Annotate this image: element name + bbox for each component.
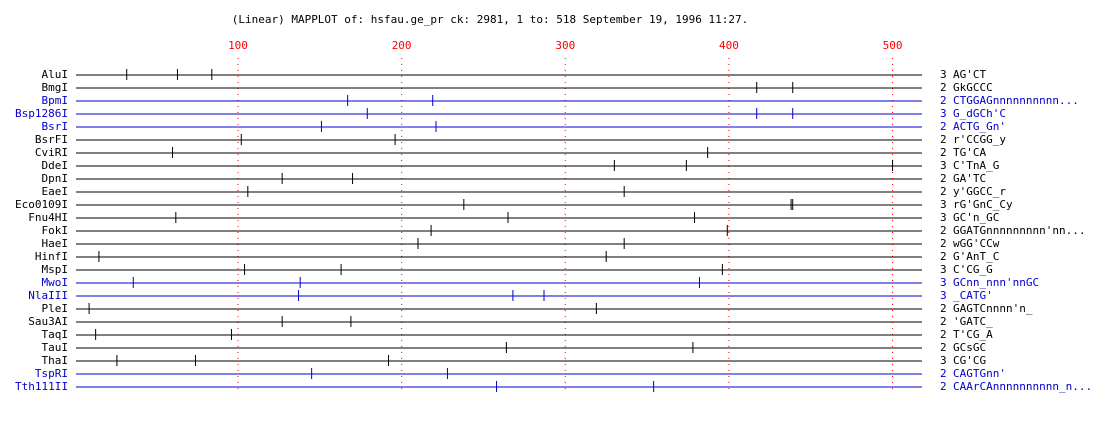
cut-count: 2 bbox=[940, 302, 947, 315]
cut-count: 3 bbox=[940, 211, 947, 224]
recognition-site: TG'CA bbox=[953, 146, 986, 159]
cut-count: 3 bbox=[940, 198, 947, 211]
recognition-site: _CATG' bbox=[953, 289, 993, 302]
recognition-site: CAArCAnnnnnnnnnn_n... bbox=[953, 380, 1092, 393]
enzyme-name: Eco0109I bbox=[15, 198, 68, 211]
cut-count: 2 bbox=[940, 120, 947, 133]
recognition-site: CTGGAGnnnnnnnnnn... bbox=[953, 94, 1079, 107]
x-tick-label: 400 bbox=[719, 39, 739, 52]
cut-count: 3 bbox=[940, 263, 947, 276]
recognition-site: GGATGnnnnnnnnn'nn... bbox=[953, 224, 1085, 237]
enzyme-name: TaqI bbox=[42, 328, 69, 341]
cut-count: 3 bbox=[940, 107, 947, 120]
cut-count: 2 bbox=[940, 172, 947, 185]
cut-count: 2 bbox=[940, 250, 947, 263]
cut-count: 2 bbox=[940, 185, 947, 198]
cut-count: 2 bbox=[940, 328, 947, 341]
recognition-site: T'CG_A bbox=[953, 328, 993, 341]
recognition-site: GC'n_GC bbox=[953, 211, 999, 224]
enzyme-name: NlaIII bbox=[28, 289, 68, 302]
recognition-site: C'TnA_G bbox=[953, 159, 999, 172]
enzyme-name: BpmI bbox=[42, 94, 69, 107]
cut-count: 2 bbox=[940, 380, 947, 393]
enzyme-name: MwoI bbox=[42, 276, 69, 289]
cut-count: 2 bbox=[940, 81, 947, 94]
recognition-site: r'CCGG_y bbox=[953, 133, 1006, 146]
cut-count: 2 bbox=[940, 237, 947, 250]
recognition-site: CG'CG bbox=[953, 354, 986, 367]
enzyme-name: Tth111II bbox=[15, 380, 68, 393]
cut-count: 2 bbox=[940, 367, 947, 380]
enzyme-name: BsrI bbox=[42, 120, 69, 133]
x-tick-label: 500 bbox=[883, 39, 903, 52]
recognition-site: C'CG_G bbox=[953, 263, 993, 276]
x-tick-label: 200 bbox=[392, 39, 412, 52]
enzyme-name: AluI bbox=[42, 68, 69, 81]
enzyme-name: EaeI bbox=[42, 185, 69, 198]
enzyme-name: MspI bbox=[42, 263, 69, 276]
enzyme-name: PleI bbox=[42, 302, 69, 315]
cut-count: 2 bbox=[940, 224, 947, 237]
enzyme-name: Bsp1286I bbox=[15, 107, 68, 120]
enzyme-name: ThaI bbox=[42, 354, 69, 367]
cut-count: 3 bbox=[940, 289, 947, 302]
enzyme-name: HaeI bbox=[42, 237, 69, 250]
recognition-site: GA'TC bbox=[953, 172, 986, 185]
recognition-site: G'AnT_C bbox=[953, 250, 999, 263]
enzyme-name: HinfI bbox=[35, 250, 68, 263]
enzyme-name: BsrFI bbox=[35, 133, 68, 146]
x-tick-label: 100 bbox=[228, 39, 248, 52]
cut-count: 2 bbox=[940, 341, 947, 354]
enzyme-name: Sau3AI bbox=[28, 315, 68, 328]
cut-count: 2 bbox=[940, 146, 947, 159]
cut-count: 2 bbox=[940, 94, 947, 107]
enzyme-name: Fnu4HI bbox=[28, 211, 68, 224]
recognition-site: ACTG_Gn' bbox=[953, 120, 1006, 133]
recognition-site: wGG'CCw bbox=[953, 237, 1000, 250]
cut-count: 2 bbox=[940, 133, 947, 146]
enzyme-name: TspRI bbox=[35, 367, 68, 380]
recognition-site: GCsGC bbox=[953, 341, 986, 354]
recognition-site: AG'CT bbox=[953, 68, 986, 81]
recognition-site: 'GATC_ bbox=[953, 315, 993, 328]
enzyme-name: DpnI bbox=[42, 172, 69, 185]
cut-count: 2 bbox=[940, 315, 947, 328]
recognition-site: GAGTCnnnn'n_ bbox=[953, 302, 1033, 315]
recognition-site: CAGTGnn' bbox=[953, 367, 1006, 380]
cut-count: 3 bbox=[940, 276, 947, 289]
recognition-site: GkGCCC bbox=[953, 81, 993, 94]
recognition-site: GCnn_nnn'nnGC bbox=[953, 276, 1039, 289]
enzyme-name: FokI bbox=[42, 224, 69, 237]
cut-count: 3 bbox=[940, 68, 947, 81]
recognition-site: y'GGCC_r bbox=[953, 185, 1006, 198]
enzyme-name: BmgI bbox=[42, 81, 69, 94]
cut-count: 3 bbox=[940, 159, 947, 172]
enzyme-name: TauI bbox=[42, 341, 69, 354]
enzyme-name: CviRI bbox=[35, 146, 68, 159]
recognition-site: rG'GnC_Cy bbox=[953, 198, 1013, 211]
recognition-site: G_dGCh'C bbox=[953, 107, 1006, 120]
cut-count: 3 bbox=[940, 354, 947, 367]
chart-title: (Linear) MAPPLOT of: hsfau.ge_pr ck: 298… bbox=[232, 13, 749, 26]
enzyme-name: DdeI bbox=[42, 159, 69, 172]
x-tick-label: 300 bbox=[555, 39, 575, 52]
